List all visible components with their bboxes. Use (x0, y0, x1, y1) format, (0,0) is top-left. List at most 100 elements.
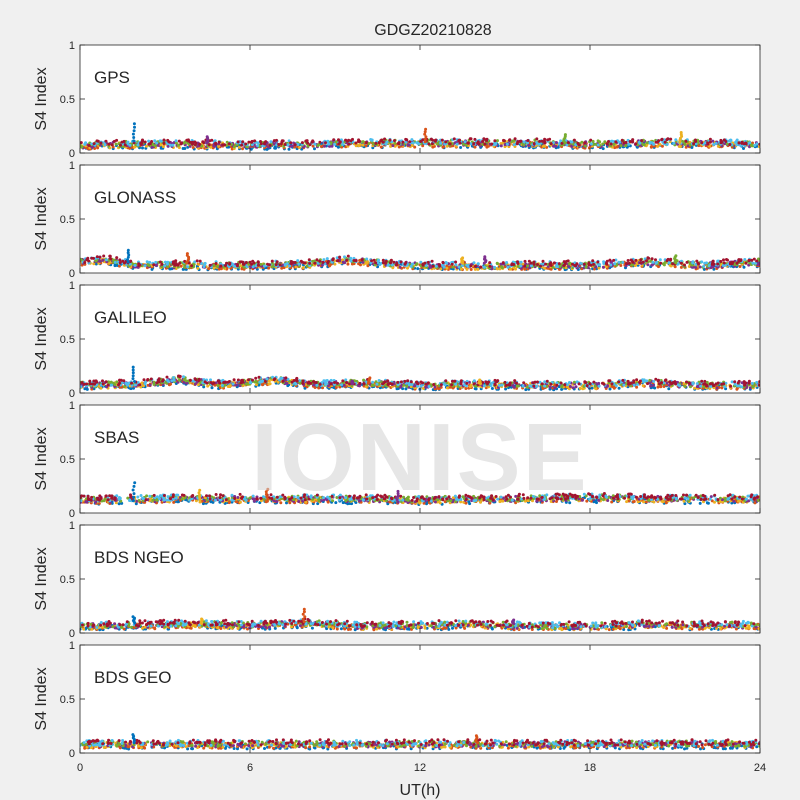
data-point (142, 378, 146, 382)
data-point (251, 259, 255, 263)
data-point (90, 256, 94, 260)
data-point (251, 265, 255, 269)
spike-point (126, 251, 130, 255)
data-point (180, 141, 184, 145)
data-point (631, 263, 634, 267)
data-point (284, 376, 288, 380)
data-point (336, 381, 339, 385)
data-point (268, 143, 272, 147)
y-tick-label: 0 (69, 388, 75, 400)
data-point (566, 385, 569, 389)
data-point (240, 143, 244, 147)
y-tick-label: 0.5 (60, 334, 75, 346)
data-point (301, 379, 305, 383)
data-point (754, 261, 758, 265)
data-point (666, 257, 670, 261)
data-point (632, 380, 636, 384)
data-point (416, 267, 420, 271)
data-point (408, 140, 412, 144)
data-point (450, 383, 454, 387)
data-point (529, 264, 533, 268)
data-point (444, 379, 448, 383)
data-point (429, 384, 433, 388)
data-point (274, 146, 277, 150)
data-point (90, 142, 94, 146)
data-point (157, 377, 161, 381)
data-point (145, 144, 148, 148)
data-point (139, 385, 143, 389)
data-point (424, 382, 428, 386)
data-point (130, 383, 134, 387)
data-point (750, 144, 754, 148)
data-point (422, 387, 425, 390)
data-point (108, 254, 112, 258)
data-point (303, 261, 307, 265)
data-point (161, 378, 165, 382)
data-point (712, 143, 716, 146)
data-point (393, 139, 396, 143)
data-point (589, 142, 593, 146)
data-point (374, 141, 378, 145)
data-point (523, 264, 527, 268)
data-point (198, 142, 202, 146)
data-point (416, 384, 420, 388)
data-point (683, 263, 686, 267)
data-point (172, 376, 176, 380)
data-point (658, 258, 662, 262)
data-point (714, 382, 718, 386)
data-point (297, 262, 301, 266)
data-point (104, 139, 108, 143)
data-point (293, 143, 297, 147)
data-point (665, 381, 669, 385)
data-point (700, 260, 704, 264)
data-point (359, 263, 362, 267)
data-point (414, 263, 418, 267)
data-point (309, 381, 313, 385)
spike-point (131, 368, 135, 372)
data-point (758, 380, 760, 384)
data-point (426, 381, 430, 385)
data-point (343, 255, 346, 259)
data-point (706, 141, 710, 145)
data-point (708, 140, 712, 144)
data-point (473, 137, 477, 141)
data-point (716, 262, 720, 266)
data-point (405, 384, 409, 388)
data-point (493, 265, 497, 269)
data-point (191, 146, 195, 149)
data-point (407, 381, 410, 385)
data-point (396, 380, 400, 384)
spike-point (131, 365, 135, 369)
data-point (318, 259, 322, 263)
spike-point (366, 381, 370, 385)
data-point (613, 146, 617, 150)
data-point (217, 379, 221, 383)
data-point (163, 264, 167, 268)
data-point (366, 264, 370, 268)
data-point (362, 378, 366, 382)
data-point (601, 142, 605, 146)
data-point (493, 378, 497, 382)
data-point (476, 262, 480, 266)
data-point (196, 266, 200, 270)
data-point (592, 380, 596, 384)
data-point (171, 143, 175, 147)
data-point (174, 262, 178, 266)
data-point (317, 386, 321, 390)
data-point (104, 258, 108, 262)
data-point (708, 137, 712, 141)
data-point (361, 140, 365, 144)
data-point (652, 142, 656, 146)
data-point (410, 383, 414, 386)
data-point (402, 383, 406, 387)
data-point (431, 145, 435, 149)
data-point (482, 384, 486, 388)
data-point (158, 260, 162, 264)
data-point (445, 266, 449, 270)
data-point (709, 385, 713, 388)
data-point (622, 381, 626, 385)
data-point (567, 141, 570, 145)
data-point (488, 264, 492, 268)
data-point (375, 382, 379, 386)
